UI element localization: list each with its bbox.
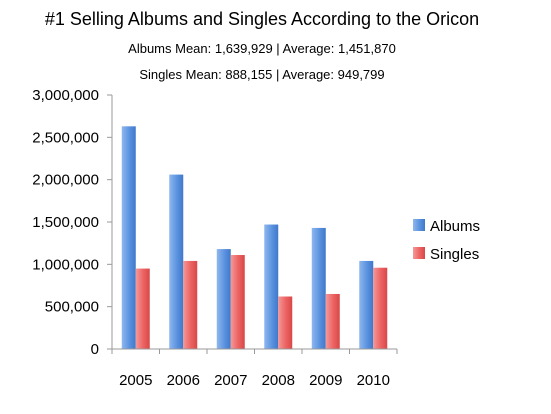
y-tick-label: 500,000 [45,299,99,316]
bar-singles-2009 [325,293,340,349]
x-axis-labels: 2005 2006 2007 2008 2009 2010 [119,372,390,389]
bar-albums-2010 [359,260,374,349]
x-tick-label: 2006 [167,372,200,389]
bar-albums-2006 [169,174,184,349]
bar-albums-2008 [264,224,279,349]
legend-swatch-singles [413,247,425,259]
bar-singles-2008 [278,296,293,349]
chart-subtitle-singles: Singles Mean: 888,155 | Average: 949,799 [139,67,384,82]
y-tick-label: 3,000,000 [32,87,99,104]
y-tick-label: 1,500,000 [32,214,99,231]
x-tick-label: 2008 [262,372,295,389]
chart-title: #1 Selling Albums and Singles According … [45,9,479,29]
y-axis-ticks: 0 500,000 1,000,000 1,500,000 2,000,000 2,500… [32,87,112,358]
axes [111,95,398,354]
bar-singles-2006 [183,260,198,349]
bar-singles-2005 [135,268,150,349]
x-tick-label: 2009 [309,372,342,389]
y-tick-label: 2,000,000 [32,172,99,189]
bar-singles-2007 [230,255,245,349]
x-tick-label: 2007 [214,372,247,389]
legend-label-singles: Singles [430,246,479,263]
x-tick-label: 2010 [357,372,390,389]
y-tick-label: 2,500,000 [32,129,99,146]
x-tick-label: 2005 [119,372,152,389]
chart-subtitle-albums: Albums Mean: 1,639,929 | Average: 1,451,… [128,41,396,56]
y-tick-label: 0 [91,341,99,358]
bar-albums-2007 [216,249,231,349]
bar-albums-2005 [121,126,136,350]
bar-singles-2010 [373,267,388,349]
legend-swatch-albums [413,219,425,231]
bars [121,126,388,350]
y-tick-label: 1,000,000 [32,256,99,273]
legend: Albums Singles [413,218,480,263]
legend-label-albums: Albums [430,218,480,235]
bar-albums-2009 [311,227,326,349]
